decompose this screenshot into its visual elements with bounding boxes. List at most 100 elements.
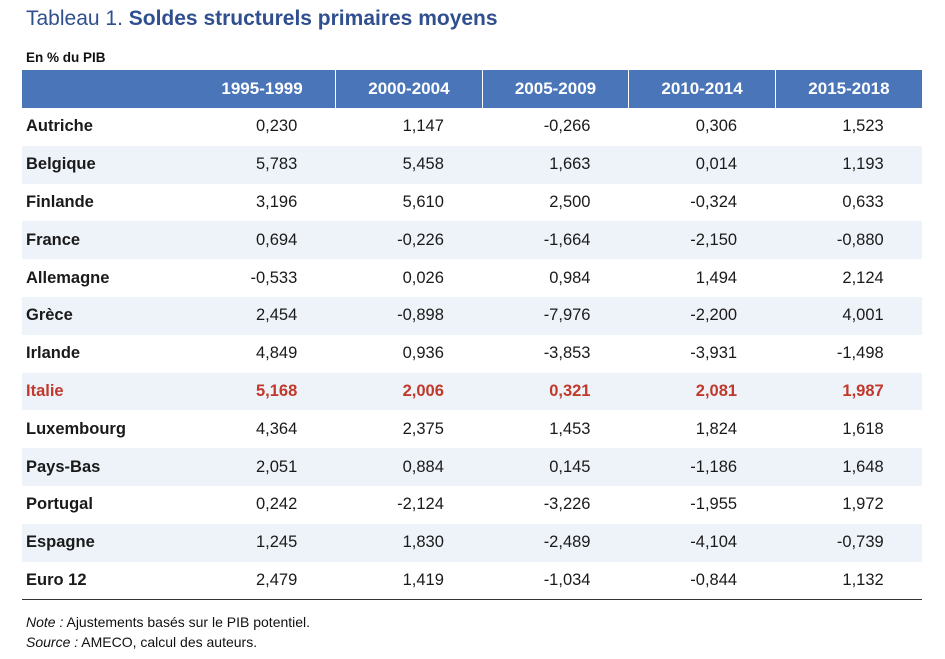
cell-value: 0,230 [256, 117, 298, 136]
table-header: 1995-1999 2000-2004 2005-2009 2010-2014 2015… [22, 70, 922, 108]
row-country: Pays-Bas [22, 448, 189, 486]
row-cell: -2,489 [482, 523, 629, 562]
cell-value: 1,132 [842, 570, 884, 589]
row-cell: 1,419 [335, 561, 483, 601]
row-cell: -2,150 [628, 221, 776, 260]
table-row: Luxembourg 4,364 2,375 1,453 1,824 1,618 [22, 410, 922, 448]
row-cell: 0,984 [482, 259, 629, 297]
row-cell: 1,523 [775, 108, 922, 146]
table-row: Euro 12 2,479 1,419 -1,034 -0,844 1,132 [22, 561, 922, 601]
row-cell: 2,006 [335, 372, 483, 411]
table-row: Pays-Bas 2,051 0,884 0,145 -1,186 1,648 [22, 448, 922, 486]
row-cell: -1,664 [482, 221, 629, 260]
row-cell: 1,972 [775, 486, 922, 524]
row-cell: 4,001 [775, 296, 922, 335]
cell-value: 4,849 [256, 344, 298, 363]
cell-value: 2,500 [549, 192, 591, 211]
table-row: Espagne 1,245 1,830 -2,489 -4,104 -0,739 [22, 523, 922, 562]
cell-value: -2,200 [690, 306, 738, 325]
row-cell: 2,051 [189, 448, 336, 486]
row-cell: 1,987 [775, 372, 922, 411]
row-cell: 4,364 [189, 410, 336, 448]
row-cell: -3,931 [629, 335, 776, 373]
table-row: Allemagne -0,533 0,026 0,984 1,494 2,124 [22, 259, 922, 297]
row-country: Luxembourg [26, 419, 126, 438]
header-corner [22, 70, 189, 108]
table-body: Autriche 0,230 1,147 -0,266 0,306 1,523 Belgiq… [22, 108, 922, 601]
row-cell: -1,186 [628, 448, 776, 486]
cell-value: 0,026 [402, 268, 444, 287]
cell-value: 0,694 [256, 230, 298, 249]
row-cell: 0,306 [629, 108, 776, 146]
row-cell: 1,618 [775, 410, 922, 448]
row-cell: -0,533 [189, 259, 336, 297]
table-title: Tableau 1. Soldes structurels primaires … [26, 7, 498, 31]
cell-value: 2,454 [256, 306, 298, 325]
cell-value: 1,648 [842, 457, 884, 476]
cell-value: 0,242 [256, 495, 298, 514]
row-cell: -0,739 [775, 523, 922, 562]
row-country: Grèce [22, 296, 189, 335]
row-cell: -0,880 [775, 221, 922, 260]
source-label: Source : [26, 634, 79, 650]
row-cell: 5,168 [189, 372, 336, 411]
row-cell: 2,081 [628, 372, 776, 411]
row-cell: 1,494 [629, 259, 776, 297]
cell-value: -3,853 [543, 344, 591, 363]
cell-value: 1,830 [402, 533, 444, 552]
cell-value: -0,226 [397, 230, 444, 249]
cell-value: -4,104 [690, 533, 738, 552]
table-row: France 0,694 -0,226 -1,664 -2,150 -0,880 [22, 221, 922, 260]
table-row: Autriche 0,230 1,147 -0,266 0,306 1,523 [22, 108, 922, 146]
cell-value: 0,014 [695, 155, 738, 174]
row-cell: 5,610 [336, 184, 483, 222]
row-cell: -2,124 [336, 486, 483, 524]
row-cell: -3,226 [482, 486, 629, 524]
cell-value: -0,533 [250, 268, 298, 287]
cell-value: 5,610 [402, 192, 444, 211]
cell-value: 2,006 [402, 381, 444, 400]
cell-value: -3,226 [543, 495, 591, 514]
row-country: Irlande [26, 344, 81, 363]
cell-value: -1,955 [690, 495, 738, 514]
row-cell: -4,104 [628, 523, 776, 562]
cell-value: 0,936 [402, 344, 444, 363]
table-row: Grèce 2,454 -0,898 -7,976 -2,200 4,001 [22, 296, 922, 335]
cell-value: 2,051 [256, 457, 298, 476]
row-cell: 2,124 [775, 259, 922, 297]
row-country: Autriche [26, 117, 93, 136]
row-cell: 1,132 [775, 561, 922, 601]
row-cell: -0,226 [335, 221, 483, 260]
row-cell: 0,633 [775, 184, 922, 222]
row-cell: 1,663 [482, 145, 629, 184]
row-cell: -1,034 [482, 561, 629, 601]
cell-value: 2,081 [695, 381, 738, 400]
row-cell: 5,458 [335, 145, 483, 184]
column-header: 2000-2004 [335, 70, 483, 108]
row-cell: -0,898 [335, 296, 483, 335]
row-cell: -0,266 [482, 108, 629, 146]
cell-value: 1,494 [695, 268, 738, 287]
row-country: Portugal [26, 495, 93, 514]
row-cell: 2,375 [336, 410, 483, 448]
source-text: AMECO, calcul des auteurs. [78, 634, 258, 650]
cell-value: 1,824 [695, 419, 738, 438]
row-cell: -1,955 [629, 486, 776, 524]
cell-value: -2,489 [543, 533, 591, 552]
column-header: 2015-2018 [774, 70, 922, 108]
table-row: Finlande 3,196 5,610 2,500 -0,324 0,633 [22, 184, 922, 222]
cell-value: 2,375 [402, 419, 444, 438]
notes: Note : Ajustements basés sur le PIB pote… [26, 612, 310, 652]
row-country: France [22, 221, 189, 260]
row-cell: 2,479 [189, 561, 336, 601]
data-table: 1995-1999 2000-2004 2005-2009 2010-2014 2015… [22, 70, 922, 601]
note-line: Note : Ajustements basés sur le PIB pote… [26, 612, 310, 632]
cell-value: 1,972 [842, 495, 884, 514]
cell-value: 3,196 [256, 192, 298, 211]
table-row: Belgique 5,783 5,458 1,663 0,014 1,193 [22, 145, 922, 184]
row-country: Belgique [22, 145, 189, 184]
row-cell: 0,321 [482, 372, 629, 411]
row-country: Espagne [22, 523, 189, 562]
cell-value: 5,458 [402, 155, 444, 174]
column-header: 1995-1999 [189, 70, 336, 108]
